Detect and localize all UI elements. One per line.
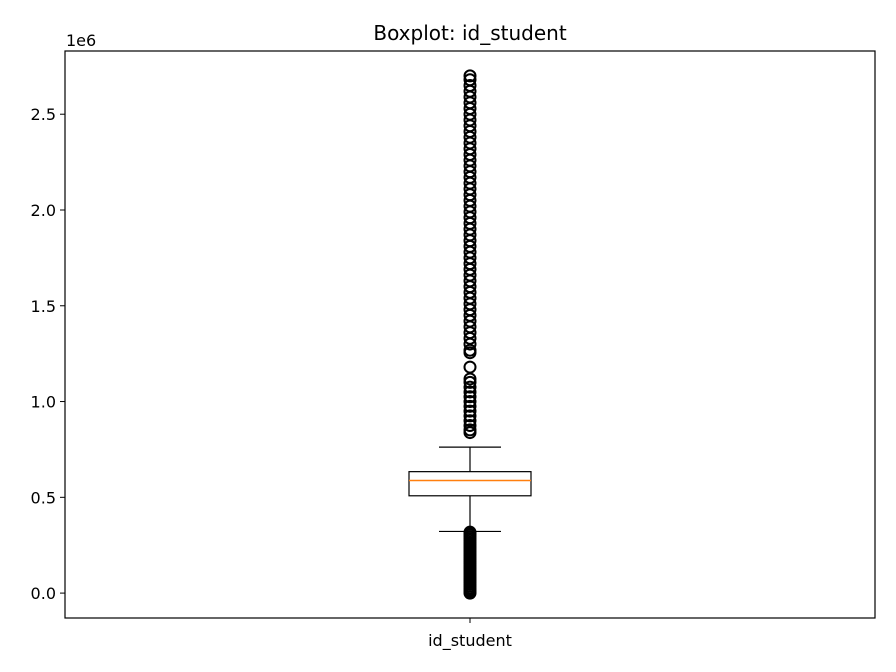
outlier-point [463,414,477,428]
outlier-point [463,380,477,394]
y-tick-label: 0.0 [31,584,56,603]
outlier-point [463,360,477,374]
y-tick-label: 2.0 [31,201,56,220]
x-tick-label: id_student [428,631,512,651]
y-axis: 0.0 0.5 1.0 1.5 2.0 2.5 [31,105,65,603]
outlier-point [463,404,477,418]
y-tick-label: 0.5 [31,488,56,507]
outlier-point [463,390,477,404]
box-plot [408,446,532,533]
y-tick-label: 1.0 [31,393,56,412]
outlier-point [463,395,477,409]
outlier-point [463,69,477,83]
outlier-point [463,418,477,432]
outlier-point [463,78,477,92]
outlier-point [463,423,477,437]
outlier-point [463,385,477,399]
chart-title: Boxplot: id_student [373,21,566,45]
box-iqr [408,471,532,497]
outlier-points [463,69,477,600]
x-axis: id_student [428,618,512,651]
outlier-point [463,409,477,423]
y-offset-label: 1e6 [66,31,96,50]
outlier-point [463,73,477,87]
y-tick-label: 2.5 [31,105,56,124]
y-tick-label: 1.5 [31,297,56,316]
outlier-point [463,399,477,413]
